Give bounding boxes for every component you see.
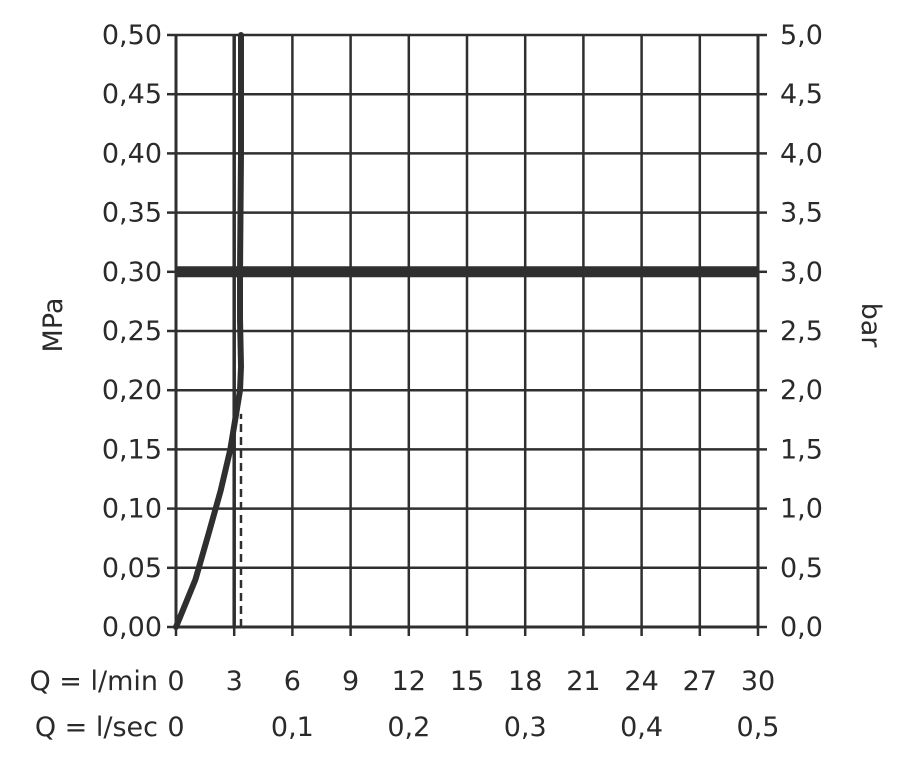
x-secondary-tick-label: 0,1 xyxy=(271,712,314,743)
x-secondary-tick-label: 0,3 xyxy=(504,712,547,743)
y-right-tick-label: 3,5 xyxy=(780,198,823,229)
y-right-tick-label: 0,5 xyxy=(780,553,823,584)
y-left-tick-label: 0,20 xyxy=(102,375,162,406)
x-primary-tick-label: 27 xyxy=(683,666,717,697)
y-right-tick-label: 0,0 xyxy=(780,612,823,643)
x-secondary-tick-label: 0,5 xyxy=(737,712,780,743)
x-primary-tick-label: 24 xyxy=(624,666,658,697)
y-right-tick-label: 4,0 xyxy=(780,138,823,169)
y-right-tick-label: 2,5 xyxy=(780,316,823,347)
x-primary-tick-label: 0 xyxy=(167,666,184,697)
x-primary-tick-label: 18 xyxy=(508,666,542,697)
y-left-tick-label: 0,35 xyxy=(102,198,162,229)
x-secondary-axis-title: Q = l/sec xyxy=(35,712,158,743)
y-right-axis-title: bar xyxy=(855,303,886,349)
series xyxy=(173,32,244,630)
x-primary-tick-label: 3 xyxy=(226,666,243,697)
x-primary-tick-label: 15 xyxy=(450,666,484,697)
y-right-tick-label: 1,0 xyxy=(780,494,823,525)
x-primary-tick-label: 21 xyxy=(566,666,600,697)
y-right-tick-label: 3,0 xyxy=(780,257,823,288)
y-left-axis-title: MPa xyxy=(38,298,69,353)
y-right-tick-label: 2,0 xyxy=(780,375,823,406)
y-left-tick-label: 0,15 xyxy=(102,434,162,465)
y-left-tick-label: 0,25 xyxy=(102,316,162,347)
x-primary-axis-title: Q = l/min xyxy=(29,666,158,697)
x-secondary-tick-label: 0 xyxy=(167,712,184,743)
series-line xyxy=(173,32,244,630)
x-primary-tick-label: 12 xyxy=(392,666,426,697)
x-primary-tick-label: 30 xyxy=(741,666,775,697)
y-right-tick-label: 4,5 xyxy=(780,79,823,110)
y-left-tick-label: 0,40 xyxy=(102,138,162,169)
x-secondary-tick-label: 0,4 xyxy=(620,712,663,743)
x-primary-tick-label: 9 xyxy=(342,666,359,697)
y-right-tick-label: 1,5 xyxy=(780,434,823,465)
labels: MPa bar Q = l/min Q = l/sec 0,000,050,10… xyxy=(29,20,886,743)
grid xyxy=(174,33,760,629)
y-left-tick-label: 0,05 xyxy=(102,553,162,584)
x-secondary-tick-label: 0,2 xyxy=(387,712,430,743)
axes xyxy=(167,33,767,636)
y-left-tick-label: 0,50 xyxy=(102,20,162,51)
y-right-tick-label: 5,0 xyxy=(780,20,823,51)
y-left-tick-label: 0,45 xyxy=(102,79,162,110)
y-left-tick-label: 0,10 xyxy=(102,494,162,525)
y-left-tick-label: 0,00 xyxy=(102,612,162,643)
x-primary-tick-label: 6 xyxy=(284,666,301,697)
reference-lines xyxy=(176,35,758,627)
y-left-tick-label: 0,30 xyxy=(102,257,162,288)
